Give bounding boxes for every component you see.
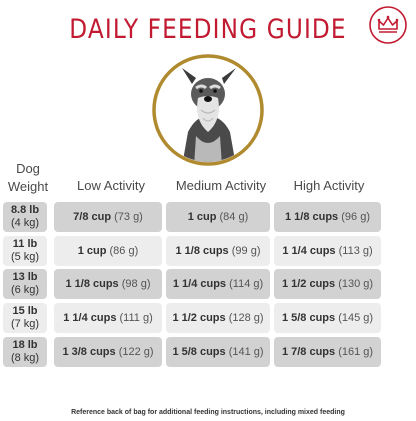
weight-kg: (4 kg) bbox=[10, 217, 40, 229]
table-row: 8.8 lb (4 kg) 7/8 cup (73 g) 1 cup (84 g) 1 … bbox=[0, 202, 416, 232]
grams-amount: (86 g) bbox=[109, 245, 139, 257]
cups-amount: 7/8 cup bbox=[73, 211, 112, 223]
weight-kg: (7 kg) bbox=[10, 318, 40, 330]
cups-amount: 1 1/8 cups bbox=[65, 278, 119, 290]
cups-amount: 1 cup bbox=[187, 211, 217, 223]
table-row: 18 lb (8 kg) 1 3/8 cups (122 g) 1 5/8 cups … bbox=[0, 337, 416, 367]
table-row: 15 lb (7 kg) 1 1/4 cups (111 g) 1 1/2 cups … bbox=[0, 303, 416, 333]
high-activity-cell: 1 7/8 cups (161 g) bbox=[274, 337, 381, 367]
schnauzer-dog-photo bbox=[152, 54, 264, 166]
table-row: 11 lb (5 kg) 1 cup (86 g) 1 1/8 cups (99 g)… bbox=[0, 236, 416, 266]
cups-amount: 1 1/8 cups bbox=[175, 245, 229, 257]
medium-activity-cell: 1 1/4 cups (114 g) bbox=[166, 269, 270, 299]
medium-activity-cell: 1 1/8 cups (99 g) bbox=[166, 236, 270, 266]
low-activity-cell: 1 1/4 cups (111 g) bbox=[54, 303, 162, 333]
cups-amount: 1 5/8 cups bbox=[172, 346, 226, 358]
header-dog-label: Dog bbox=[16, 161, 40, 176]
high-activity-cell: 1 1/8 cups (96 g) bbox=[274, 202, 381, 232]
cups-amount: 1 cup bbox=[77, 245, 107, 257]
weight-kg: (8 kg) bbox=[10, 352, 40, 364]
cups-amount: 1 3/8 cups bbox=[62, 346, 116, 358]
weight-cell: 15 lb (7 kg) bbox=[3, 303, 47, 333]
header-weight-label: Weight bbox=[7, 179, 49, 194]
page-title: DAILY FEEDING GUIDE bbox=[69, 14, 347, 45]
grams-amount: (98 g) bbox=[121, 278, 151, 290]
weight-kg: (5 kg) bbox=[10, 251, 40, 263]
medium-activity-cell: 1 cup (84 g) bbox=[166, 202, 270, 232]
grams-amount: (99 g) bbox=[231, 245, 261, 257]
weight-column-header: Dog Weight bbox=[0, 160, 56, 196]
medium-activity-header: Medium Activity bbox=[175, 178, 267, 193]
weight-lb: 15 lb bbox=[12, 305, 38, 317]
grams-amount: (96 g) bbox=[341, 211, 370, 223]
cups-amount: 1 1/2 cups bbox=[281, 278, 336, 290]
medium-activity-cell: 1 1/2 cups (128 g) bbox=[166, 303, 270, 333]
weight-cell: 11 lb (5 kg) bbox=[3, 236, 47, 266]
grams-amount: (114 g) bbox=[229, 278, 264, 290]
grams-amount: (161 g) bbox=[338, 346, 374, 358]
cups-amount: 1 1/4 cups bbox=[172, 278, 227, 290]
weight-lb: 13 lb bbox=[12, 271, 38, 283]
table-row: 13 lb (6 kg) 1 1/8 cups (98 g) 1 1/4 cups (… bbox=[0, 269, 416, 299]
weight-lb: 11 lb bbox=[12, 238, 38, 250]
cups-amount: 1 1/4 cups bbox=[282, 245, 336, 257]
cups-amount: 1 1/2 cups bbox=[172, 312, 226, 324]
cups-amount: 1 1/8 cups bbox=[284, 211, 339, 223]
grams-amount: (73 g) bbox=[114, 211, 143, 223]
footnote: Reference back of bag for additional fee… bbox=[71, 409, 345, 416]
high-activity-header: High Activity bbox=[293, 178, 365, 193]
cups-amount: 1 7/8 cups bbox=[281, 346, 336, 358]
low-activity-header: Low Activity bbox=[77, 178, 145, 193]
weight-lb: 18 lb bbox=[12, 339, 38, 351]
grams-amount: (122 g) bbox=[118, 346, 154, 358]
grams-amount: (145 g) bbox=[338, 312, 374, 324]
grams-amount: (111 g) bbox=[119, 312, 153, 324]
high-activity-cell: 1 1/4 cups (113 g) bbox=[274, 236, 381, 266]
weight-cell: 18 lb (8 kg) bbox=[3, 337, 47, 367]
grams-amount: (130 g) bbox=[338, 278, 374, 290]
grams-amount: (113 g) bbox=[338, 245, 373, 257]
medium-activity-cell: 1 5/8 cups (141 g) bbox=[166, 337, 270, 367]
weight-lb: 8.8 lb bbox=[10, 204, 40, 216]
low-activity-cell: 1 3/8 cups (122 g) bbox=[54, 337, 162, 367]
cups-amount: 1 5/8 cups bbox=[281, 312, 336, 324]
crown-logo-icon bbox=[369, 6, 407, 44]
grams-amount: (128 g) bbox=[228, 312, 264, 324]
cups-amount: 1 1/4 cups bbox=[63, 312, 117, 324]
grams-amount: (84 g) bbox=[219, 211, 249, 223]
low-activity-cell: 1 cup (86 g) bbox=[54, 236, 162, 266]
weight-kg: (6 kg) bbox=[10, 284, 40, 296]
high-activity-cell: 1 5/8 cups (145 g) bbox=[274, 303, 381, 333]
weight-cell: 8.8 lb (4 kg) bbox=[3, 202, 47, 232]
weight-cell: 13 lb (6 kg) bbox=[3, 269, 47, 299]
low-activity-cell: 1 1/8 cups (98 g) bbox=[54, 269, 162, 299]
low-activity-cell: 7/8 cup (73 g) bbox=[54, 202, 162, 232]
grams-amount: (141 g) bbox=[228, 346, 264, 358]
high-activity-cell: 1 1/2 cups (130 g) bbox=[274, 269, 381, 299]
